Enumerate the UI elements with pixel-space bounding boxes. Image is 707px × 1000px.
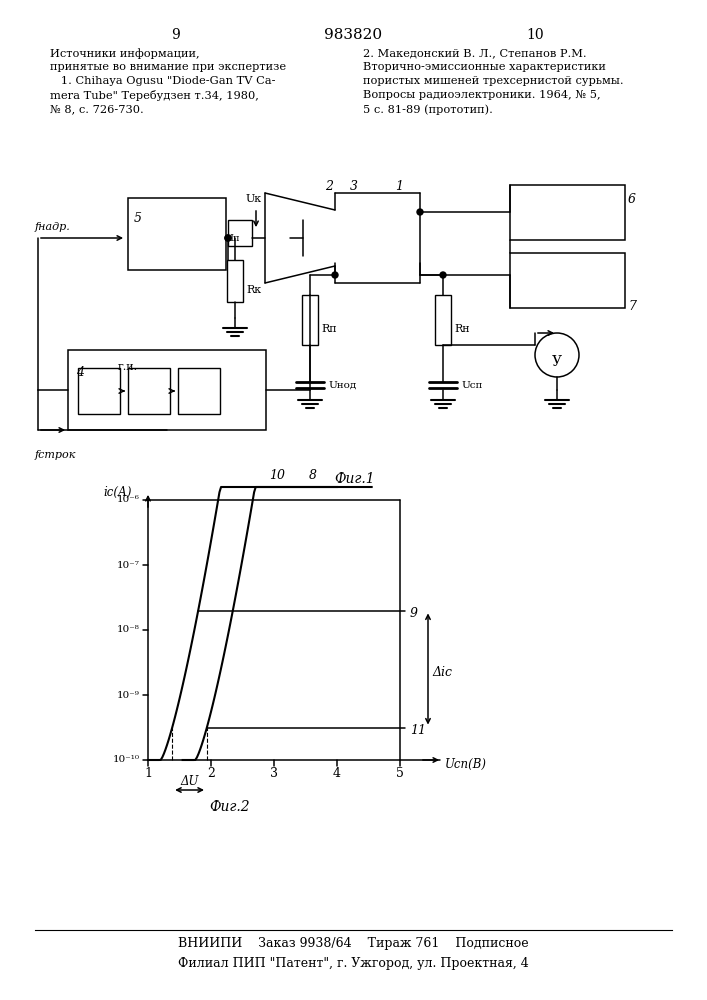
Text: 10: 10	[526, 28, 544, 42]
Bar	[227, 260, 243, 302]
Bar	[78, 368, 120, 414]
Text: Iп: Iп	[229, 234, 240, 243]
Text: 3: 3	[270, 767, 278, 780]
Text: 10⁻⁸: 10⁻⁸	[117, 626, 140, 635]
Text: 4: 4	[76, 366, 84, 379]
Text: Источники информации,: Источники информации,	[50, 48, 199, 59]
Text: fнадр.: fнадр.	[35, 222, 71, 232]
Text: Uк: Uк	[246, 194, 262, 204]
Bar	[68, 350, 266, 430]
Bar	[510, 185, 625, 240]
Text: 1. Chihaya Ogusu "Diode-Gan TV Ca-: 1. Chihaya Ogusu "Diode-Gan TV Ca-	[50, 76, 276, 86]
Text: 9: 9	[410, 607, 418, 620]
Text: fстрок: fстрок	[35, 450, 76, 460]
Text: Вторично-эмиссионные характеристики: Вторично-эмиссионные характеристики	[363, 62, 606, 72]
Text: пористых мишеней трехсернистой сурьмы.: пористых мишеней трехсернистой сурьмы.	[363, 76, 624, 86]
Text: 4: 4	[333, 767, 341, 780]
Text: Фиг.2: Фиг.2	[210, 800, 250, 814]
Bar	[128, 368, 170, 414]
Text: 2. Македонский В. Л., Степанов Р.М.: 2. Македонский В. Л., Степанов Р.М.	[363, 48, 587, 58]
Bar	[435, 295, 451, 345]
Text: 2: 2	[325, 180, 333, 193]
Text: Вопросы радиоэлектроники. 1964, № 5,: Вопросы радиоэлектроники. 1964, № 5,	[363, 90, 601, 100]
Text: 2: 2	[207, 767, 215, 780]
Text: Rк: Rк	[246, 285, 261, 295]
Text: 9: 9	[170, 28, 180, 42]
Bar	[228, 220, 252, 246]
Text: 8: 8	[309, 469, 317, 482]
Text: Uнод: Uнод	[328, 380, 356, 389]
Text: mera Tube" Теребудзен т.34, 1980,: mera Tube" Теребудзен т.34, 1980,	[50, 90, 259, 101]
Bar	[302, 295, 318, 345]
Text: Δic: Δic	[432, 666, 452, 678]
Circle shape	[225, 235, 231, 241]
Text: Фиг.1: Фиг.1	[334, 472, 375, 486]
Text: 1: 1	[395, 180, 403, 193]
Circle shape	[332, 272, 338, 278]
Text: 10: 10	[269, 469, 285, 482]
Text: 983820: 983820	[324, 28, 382, 42]
Circle shape	[225, 235, 231, 241]
Text: 5: 5	[134, 212, 142, 225]
Text: У: У	[552, 355, 562, 369]
Text: 3: 3	[350, 180, 358, 193]
Text: Rп: Rп	[321, 324, 337, 334]
Text: 10⁻⁷: 10⁻⁷	[117, 560, 140, 570]
Text: Uсп: Uсп	[461, 380, 482, 389]
Text: 10⁻⁶: 10⁻⁶	[117, 495, 140, 504]
Text: ВНИИПИ    Заказ 9938/64    Тираж 761    Подписное: ВНИИПИ Заказ 9938/64 Тираж 761 Подписное	[177, 937, 528, 950]
Text: 1: 1	[144, 767, 152, 780]
Text: 5 с. 81-89 (прототип).: 5 с. 81-89 (прототип).	[363, 104, 493, 115]
Text: г.и.: г.и.	[118, 362, 138, 372]
Text: принятые во внимание при экспертизе: принятые во внимание при экспертизе	[50, 62, 286, 72]
Text: № 8, с. 726-730.: № 8, с. 726-730.	[50, 104, 144, 114]
Text: Uсп(В): Uсп(В)	[445, 758, 487, 770]
Text: ΔU: ΔU	[180, 775, 199, 788]
Text: Rн: Rн	[454, 324, 469, 334]
Text: 11: 11	[410, 724, 426, 737]
Text: 6: 6	[628, 193, 636, 206]
Bar	[178, 368, 220, 414]
Text: 10⁻¹⁰: 10⁻¹⁰	[113, 756, 140, 764]
Circle shape	[440, 272, 446, 278]
Bar	[510, 253, 625, 308]
Text: 5: 5	[396, 767, 404, 780]
Text: iс(А): iс(А)	[103, 486, 132, 499]
Circle shape	[417, 209, 423, 215]
Text: 10⁻⁹: 10⁻⁹	[117, 690, 140, 700]
Text: 7: 7	[628, 300, 636, 313]
Bar	[128, 198, 226, 270]
Text: Филиал ПИП "Патент", г. Ужгород, ул. Проектная, 4: Филиал ПИП "Патент", г. Ужгород, ул. Про…	[177, 957, 528, 970]
